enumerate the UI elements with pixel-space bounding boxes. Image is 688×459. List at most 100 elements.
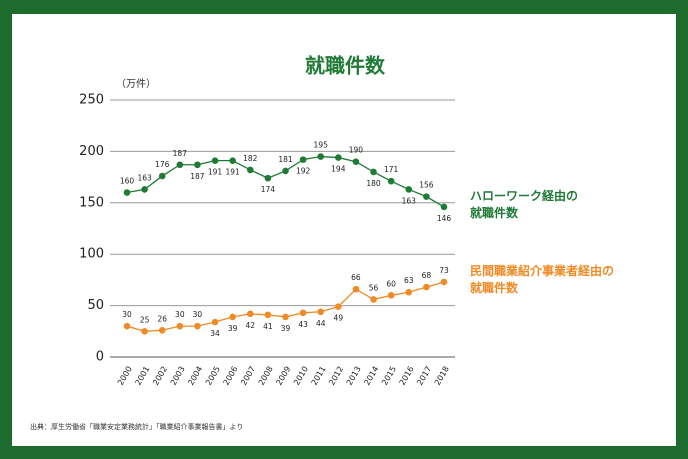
data-label: 30 — [175, 310, 185, 319]
data-label: 68 — [422, 271, 432, 280]
data-point — [194, 161, 201, 169]
data-label: 26 — [157, 314, 167, 323]
data-point — [440, 278, 448, 286]
data-point — [229, 157, 236, 164]
data-point — [299, 309, 307, 317]
data-label: 56 — [369, 283, 379, 292]
x-tick-label: 2008 — [257, 365, 275, 387]
data-label: 63 — [404, 276, 414, 285]
data-label: 174 — [261, 185, 276, 194]
source: 出典：厚生労働省「職業安定業務統計」「職業紹介事業報告書」より — [30, 422, 243, 431]
panel — [12, 14, 676, 446]
data-label: 156 — [419, 181, 434, 190]
data-label: 190 — [349, 146, 364, 155]
data-point — [335, 303, 342, 310]
data-point — [194, 322, 201, 330]
x-tick-label: 2003 — [169, 365, 187, 387]
x-tick-label: 2018 — [433, 365, 451, 387]
x-tick-label: 2010 — [292, 365, 310, 387]
data-label: 163 — [137, 173, 152, 182]
x-tick-label: 2006 — [222, 365, 240, 387]
data-point — [405, 288, 413, 296]
data-point — [352, 285, 360, 293]
data-point — [423, 193, 430, 200]
data-label: 191 — [208, 168, 223, 177]
data-point — [264, 311, 272, 319]
y-tick-label: 50 — [87, 298, 104, 313]
x-tick-label: 2012 — [327, 365, 345, 387]
data-label: 182 — [243, 154, 258, 163]
data-point — [246, 310, 254, 318]
data-point — [282, 313, 289, 321]
data-point — [299, 156, 307, 163]
data-point — [370, 168, 377, 176]
data-label: 30 — [122, 310, 132, 319]
data-label: 171 — [384, 165, 399, 174]
data-point — [211, 157, 219, 164]
data-point — [141, 328, 148, 335]
y-tick-label: 150 — [79, 195, 104, 210]
data-label: 160 — [120, 177, 135, 186]
x-tick-label: 2015 — [380, 365, 398, 387]
data-label: 146 — [437, 214, 452, 223]
data-label: 191 — [226, 168, 241, 177]
y-tick-label: 100 — [79, 247, 104, 262]
data-label: 60 — [386, 279, 396, 288]
data-label: 41 — [263, 322, 273, 331]
data-label: 44 — [316, 319, 326, 328]
x-tick-label: 2000 — [116, 365, 134, 387]
legend-item: 民間職業紹介事業者経由の 就職件数 — [470, 264, 615, 295]
data-label: 30 — [193, 310, 203, 319]
data-label: 42 — [246, 321, 256, 330]
data-label: 181 — [278, 155, 293, 164]
data-label: 195 — [314, 141, 329, 150]
data-point — [335, 154, 342, 161]
data-point — [123, 322, 131, 330]
data-label: 43 — [298, 320, 308, 329]
data-label: 73 — [439, 266, 449, 275]
data-point — [158, 326, 166, 334]
data-label: 163 — [402, 196, 417, 205]
data-point — [405, 186, 413, 193]
data-label: 192 — [296, 167, 311, 176]
data-point — [264, 174, 272, 182]
data-label: 176 — [155, 160, 170, 169]
y-unit: （万件） — [116, 78, 156, 90]
x-tick-label: 2017 — [415, 365, 433, 387]
data-label: 66 — [351, 273, 361, 282]
x-tick-label: 2004 — [186, 365, 204, 387]
data-point — [141, 186, 148, 193]
x-tick-label: 2013 — [345, 365, 363, 387]
series-line — [126, 155, 445, 208]
data-point — [123, 189, 131, 196]
x-tick-label: 2016 — [398, 365, 416, 387]
data-point — [211, 318, 219, 326]
data-point — [387, 177, 395, 185]
y-tick-label: 200 — [79, 144, 104, 159]
data-point — [176, 322, 184, 330]
data-point — [370, 296, 377, 303]
data-label: 180 — [366, 179, 381, 188]
data-point — [229, 313, 236, 321]
data-label: 34 — [210, 329, 220, 338]
data-label: 49 — [334, 314, 344, 323]
x-tick-label: 2014 — [362, 365, 380, 387]
data-point — [440, 203, 448, 211]
y-tick-label: 0 — [96, 350, 104, 365]
data-label: 187 — [190, 172, 205, 181]
x-tick-label: 2009 — [274, 365, 292, 387]
data-point — [423, 283, 430, 291]
legend-item: ハローワーク経由の 就職件数 — [470, 189, 579, 220]
data-label: 25 — [140, 315, 150, 324]
x-tick-label: 2011 — [310, 365, 328, 387]
x-tick-label: 2007 — [239, 365, 257, 387]
data-point — [352, 158, 360, 165]
x-tick-label: 2005 — [204, 365, 222, 387]
data-point — [282, 167, 289, 175]
data-label: 187 — [173, 149, 188, 158]
data-label: 194 — [331, 165, 346, 174]
x-tick-label: 2001 — [134, 365, 152, 387]
chart-title: 就職件数 — [305, 54, 386, 78]
x-tick-label: 2002 — [151, 365, 169, 387]
